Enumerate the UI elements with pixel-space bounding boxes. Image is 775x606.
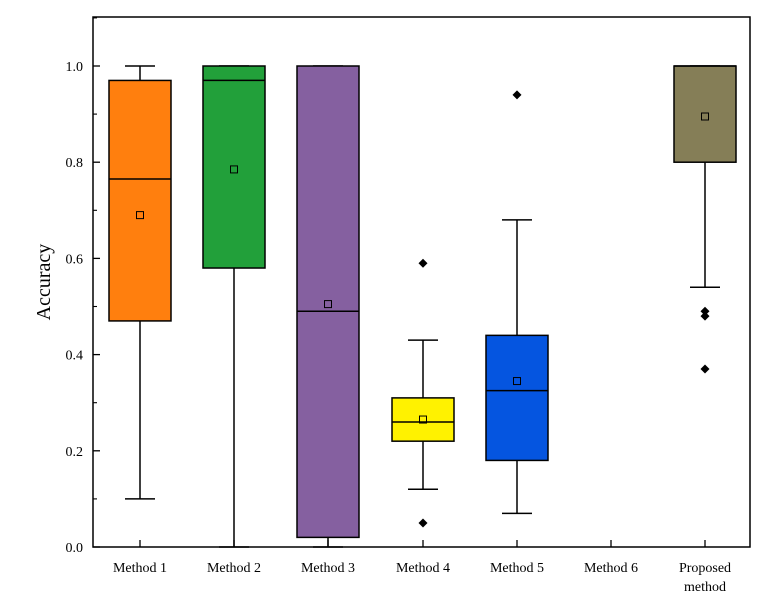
x-tick-label: Method 2	[207, 561, 261, 576]
y-axis-title: Accuracy	[33, 244, 55, 321]
box-group	[485, 90, 549, 515]
box-group	[108, 65, 172, 500]
mean-marker	[136, 211, 144, 220]
box-group	[391, 258, 455, 528]
outlier-point	[418, 258, 428, 268]
x-tick-label: Proposed	[679, 561, 731, 576]
x-tick-label: Method 1	[113, 561, 167, 576]
box-group	[673, 65, 737, 374]
mean-marker	[513, 377, 521, 386]
x-axis: Method 1 Method 2 Method 3 Method 4 Method 5…	[113, 540, 731, 595]
outlier-point	[512, 90, 522, 100]
x-tick-label: Method 6	[584, 561, 638, 576]
outlier-point	[700, 306, 710, 316]
x-tick-label: Method 3	[301, 561, 355, 576]
x-tick-label: Method 5	[490, 561, 544, 576]
y-tick-label: 0.8	[66, 156, 84, 171]
iqr-box	[673, 65, 737, 163]
boxes-layer	[108, 65, 737, 548]
x-tick-label-line2: method	[684, 580, 726, 595]
box-group	[296, 65, 360, 548]
outlier-point	[700, 311, 710, 321]
outlier-point	[700, 364, 710, 374]
y-tick-label: 0.6	[66, 252, 84, 267]
x-tick-label: Method 4	[396, 561, 450, 576]
iqr-box	[485, 334, 549, 462]
y-tick-label: 0.0	[66, 541, 84, 556]
y-tick-label: 0.2	[66, 445, 84, 460]
outlier-point	[418, 518, 428, 528]
mean-marker	[324, 300, 332, 309]
iqr-box	[108, 79, 172, 322]
y-tick-label: 0.4	[66, 349, 84, 364]
y-axis: 0.0 0.2 0.4 0.6 0.8 1.0	[66, 17, 100, 556]
iqr-box	[391, 397, 455, 442]
iqr-box	[202, 65, 266, 269]
plot-frame	[92, 16, 751, 548]
iqr-box	[296, 65, 360, 539]
mean-marker	[419, 415, 427, 424]
mean-marker	[701, 112, 709, 121]
y-tick-label: 1.0	[66, 60, 84, 75]
mean-marker	[230, 165, 238, 174]
box-group	[202, 65, 266, 548]
